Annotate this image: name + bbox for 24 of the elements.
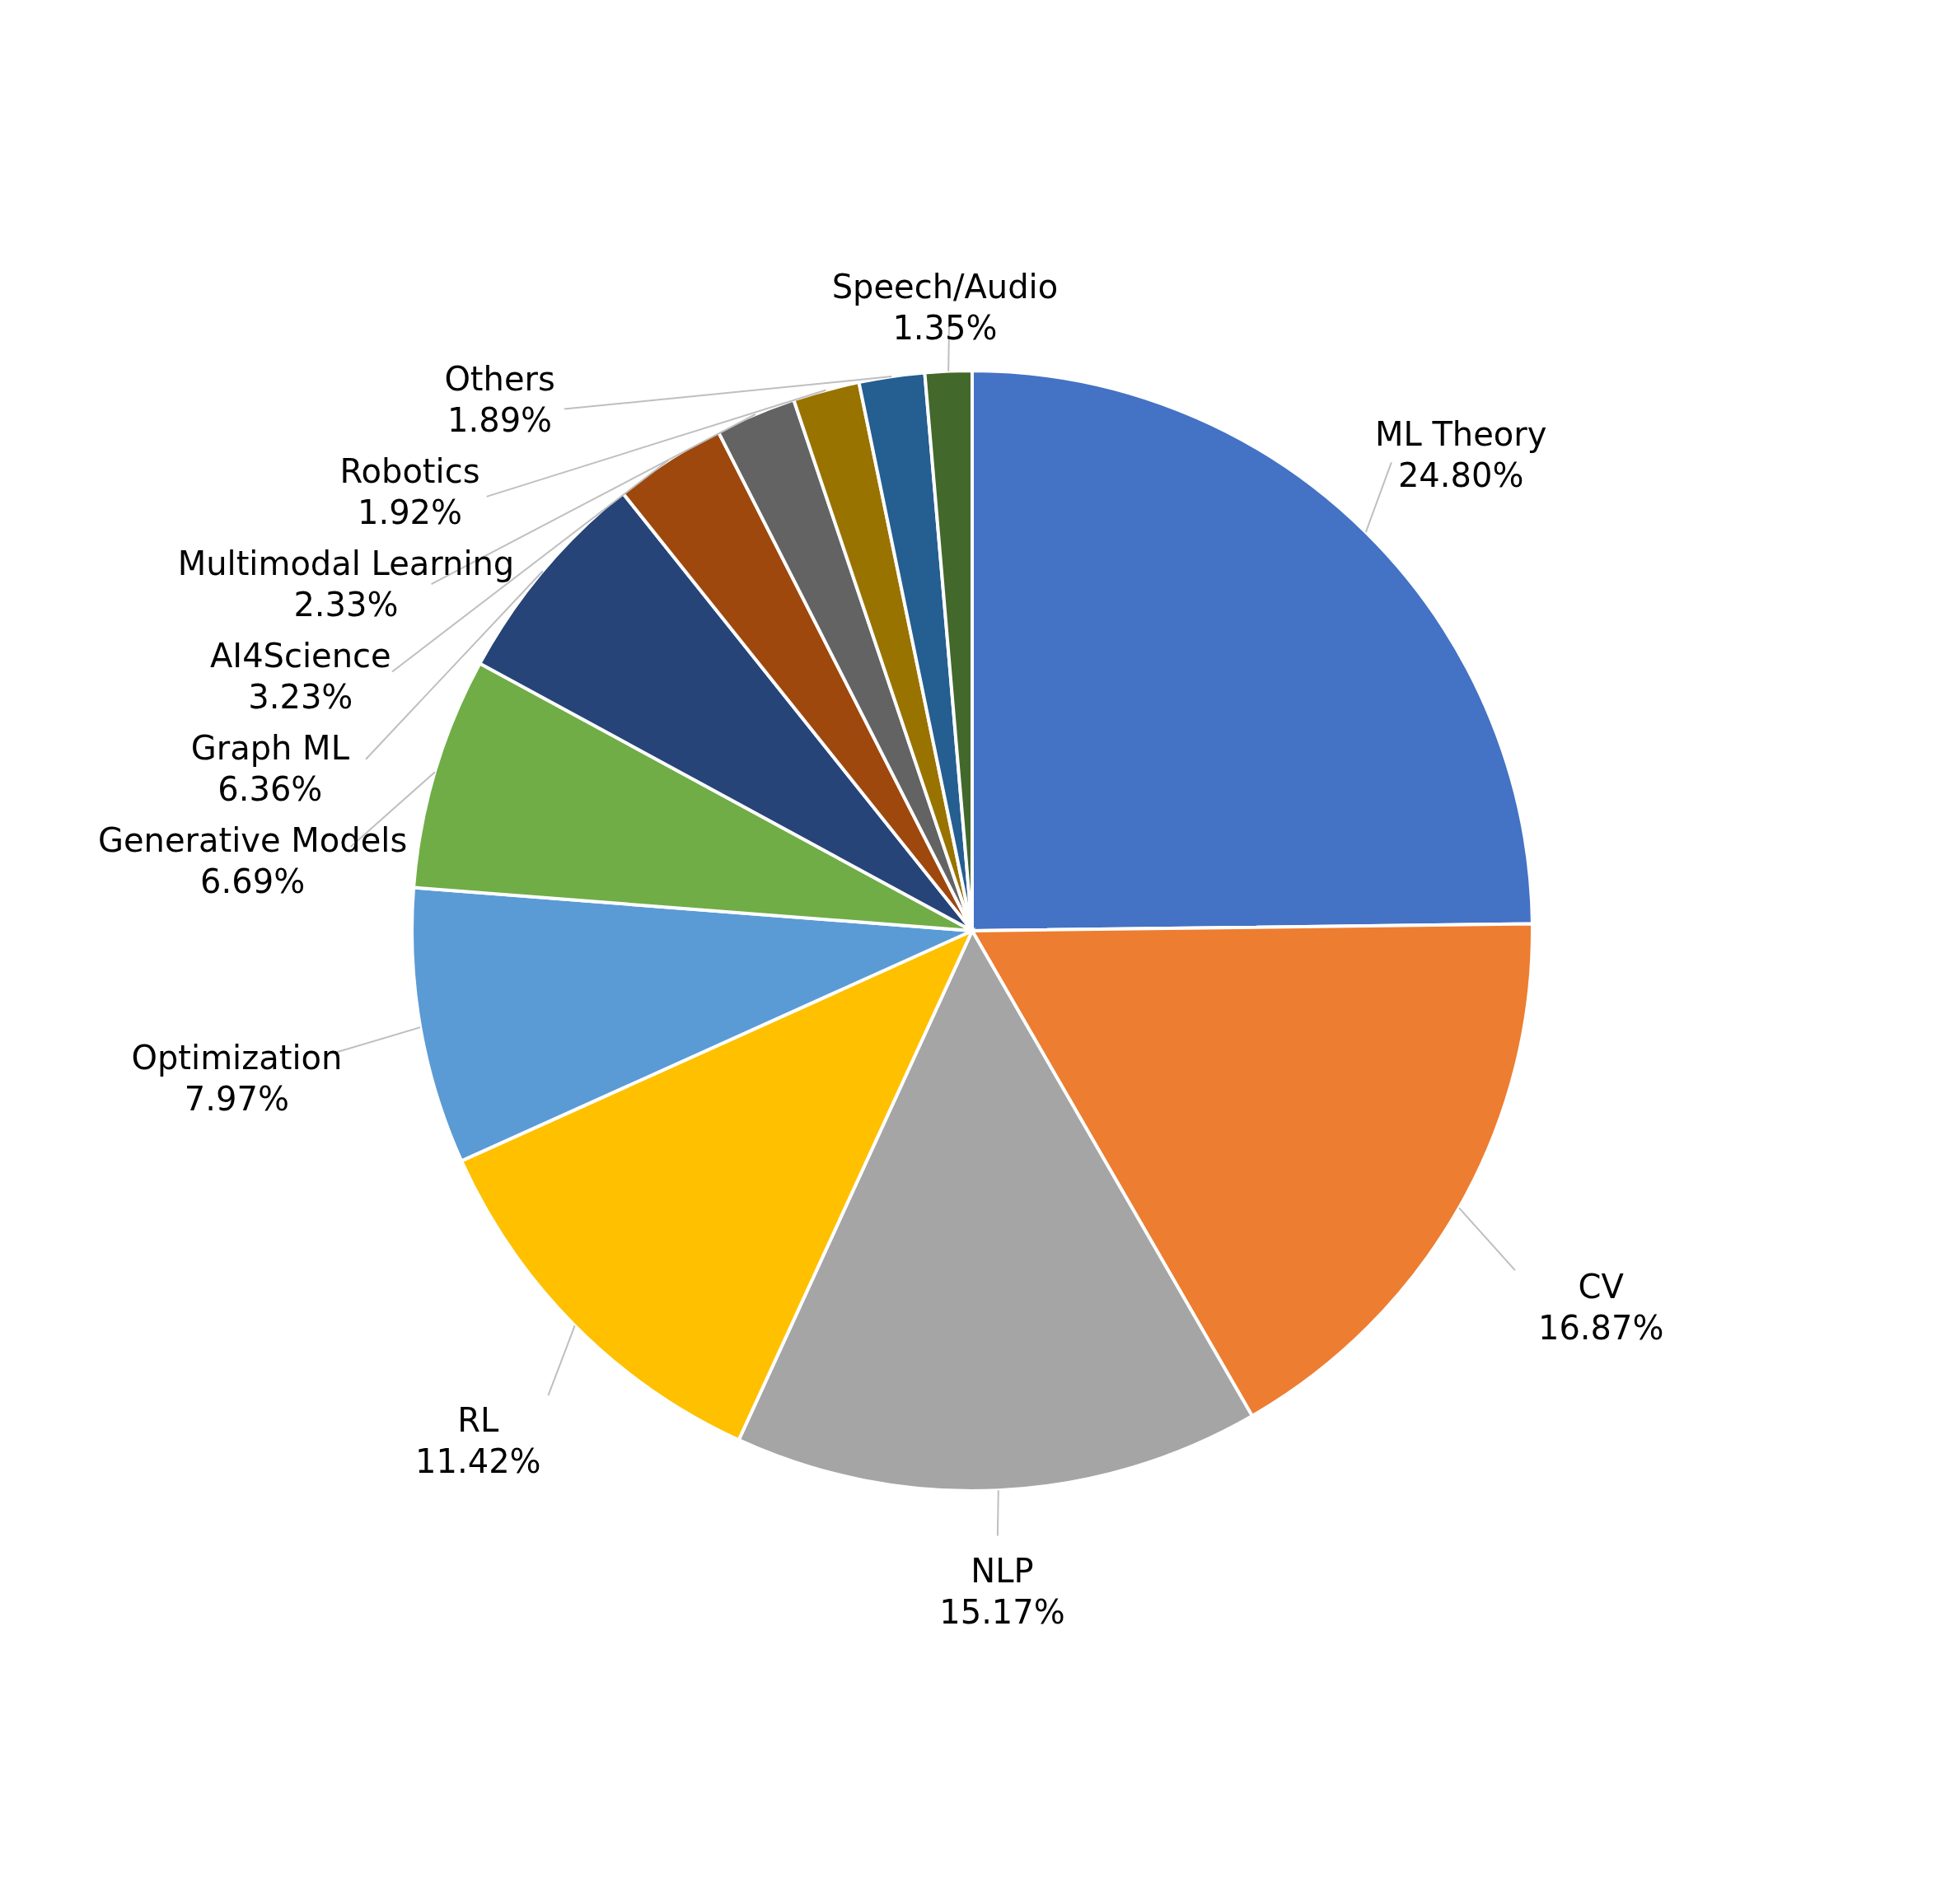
slice-label: Optimization [131, 1039, 343, 1077]
data-label: 6.69% [200, 862, 306, 901]
data-label: 3.23% [248, 678, 353, 717]
slice-label: Speech/Audio [831, 268, 1059, 306]
data-label: 1.92% [357, 493, 463, 532]
data-label: 11.42% [415, 1441, 541, 1480]
slice-label: NLP [971, 1552, 1034, 1591]
slice-label: RL [457, 1400, 500, 1439]
slice-label: Others [444, 360, 555, 399]
slice-label: AI4Science [210, 637, 391, 675]
slice-label: Generative Models [97, 821, 408, 860]
slice-label: Graph ML [190, 729, 350, 768]
data-label: 1.89% [447, 401, 553, 440]
data-label: 16.87% [1537, 1309, 1664, 1348]
data-label: 15.17% [939, 1593, 1065, 1632]
data-label: 6.36% [218, 770, 323, 809]
slice-label: CV [1578, 1268, 1625, 1306]
slice-label: Robotics [339, 452, 480, 491]
data-label: 2.33% [293, 586, 399, 624]
data-label: 24.80% [1397, 456, 1524, 495]
data-label: 1.35% [892, 309, 998, 348]
slice-label: ML Theory [1374, 415, 1547, 454]
slice-label: Multimodal Learning [177, 544, 515, 583]
data-label: 7.97% [184, 1080, 289, 1119]
